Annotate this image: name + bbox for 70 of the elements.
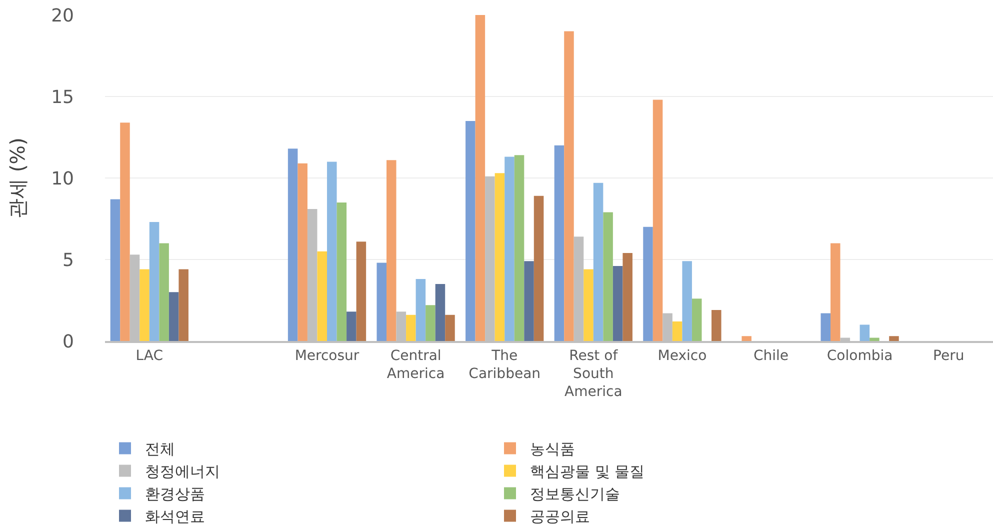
- bar: [603, 212, 613, 341]
- bar: [494, 173, 505, 341]
- bar: [712, 310, 722, 341]
- x-tick-label: Mercosur: [294, 348, 360, 364]
- bar: [140, 269, 150, 341]
- bar: [475, 15, 486, 341]
- bar: [356, 242, 366, 341]
- bar: [564, 31, 574, 341]
- bar: [524, 261, 534, 341]
- bar: [445, 314, 455, 341]
- bar: [742, 336, 752, 341]
- bar: [860, 324, 870, 341]
- x-tick-label: Rest of South America: [564, 348, 622, 400]
- bar: [534, 196, 544, 341]
- legend-label: 청정에너지: [145, 462, 220, 481]
- bar: [643, 226, 653, 341]
- bar: [889, 336, 899, 341]
- bar: [386, 160, 396, 341]
- x-tick-label: Central America: [386, 348, 445, 382]
- bar: [178, 269, 188, 341]
- bar: [692, 298, 702, 341]
- bar: [435, 284, 446, 341]
- bar: [159, 243, 169, 341]
- bar: [652, 100, 663, 341]
- bar: [672, 321, 682, 341]
- bar: [593, 182, 604, 341]
- bar: [406, 314, 416, 341]
- bar: [514, 155, 524, 341]
- bar: [149, 222, 160, 341]
- bar: [120, 122, 130, 341]
- y-tick-label: 0: [62, 331, 74, 352]
- bar: [466, 120, 476, 341]
- bar: [504, 156, 514, 341]
- bar: [416, 279, 426, 341]
- x-tick-label: The Caribbean: [468, 348, 541, 382]
- legend-label: 핵심광물 및 물질: [530, 462, 645, 481]
- y-tick-label: 20: [51, 5, 74, 26]
- x-tick-label: LAC: [136, 348, 164, 364]
- x-tick-label: Peru: [933, 348, 964, 364]
- bar: [298, 163, 308, 341]
- legend-label: 정보통신기술: [530, 485, 620, 504]
- bar: [346, 312, 356, 341]
- bar: [376, 262, 386, 341]
- bar: [426, 305, 436, 341]
- bar: [554, 145, 564, 341]
- bar: [288, 148, 298, 341]
- bar: [336, 202, 347, 341]
- bar: [584, 269, 594, 341]
- legend-label: 전체: [145, 440, 175, 458]
- legend-label: 공공의료: [530, 508, 590, 526]
- bar: [110, 199, 120, 341]
- bar: [830, 243, 840, 341]
- bar: [682, 261, 692, 341]
- bar: [622, 252, 632, 341]
- x-tick-label: Mexico: [658, 348, 707, 364]
- x-tick-label: Chile: [753, 348, 789, 364]
- bar: [327, 162, 337, 341]
- y-tick-label: 10: [51, 168, 74, 190]
- legend-label: 환경상품: [145, 485, 205, 504]
- legend-label: 화석연료: [145, 508, 205, 526]
- y-tick-label: 15: [51, 86, 74, 108]
- x-tick-label: Colombia: [826, 348, 893, 364]
- bar: [612, 266, 623, 341]
- legend-label: 농식품: [530, 440, 575, 458]
- bar: [820, 313, 830, 341]
- bar: [168, 292, 179, 341]
- y-tick-label: 5: [62, 250, 74, 271]
- y-axis-title: 관세 (%): [6, 138, 30, 218]
- bar: [870, 338, 880, 341]
- bar: [317, 251, 327, 341]
